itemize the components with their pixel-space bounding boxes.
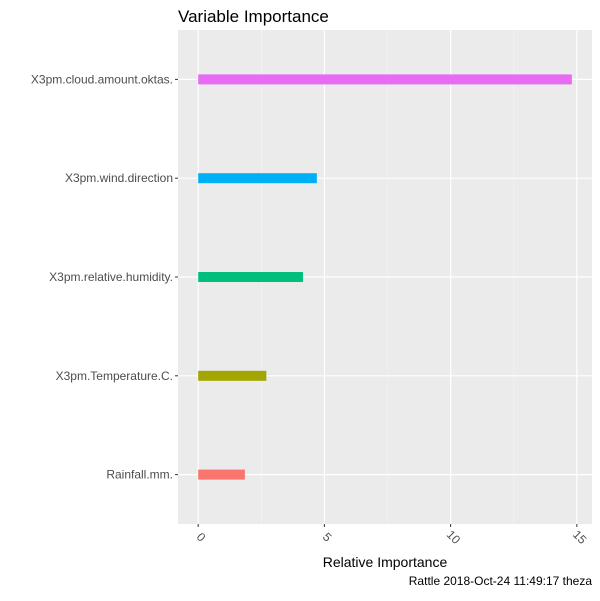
chart-title: Variable Importance <box>178 7 329 26</box>
bar-layer <box>198 74 572 480</box>
y-tick-label: X3pm.Temperature.C. <box>56 369 173 383</box>
y-tick-label: Rainfall.mm. <box>106 468 173 482</box>
bar <box>198 74 572 85</box>
x-tick-label: 5 <box>320 530 335 545</box>
x-axis-title: Relative Importance <box>323 554 448 570</box>
bar <box>198 469 245 480</box>
bar <box>198 173 317 184</box>
y-tick-label: X3pm.cloud.amount.oktas. <box>31 72 173 86</box>
x-tick-label: 10 <box>444 527 464 547</box>
x-axis-ticks: 0 5 10 15 <box>194 524 590 547</box>
chart-caption: Rattle 2018-Oct-24 11:49:17 theza <box>409 574 593 588</box>
x-tick-label: 15 <box>570 527 590 547</box>
bar <box>198 370 267 381</box>
x-tick-label: 0 <box>194 530 209 545</box>
y-tick-label: X3pm.relative.humidity. <box>49 270 173 284</box>
bar <box>198 272 303 282</box>
y-tick-label: X3pm.wind.direction <box>65 171 173 185</box>
y-axis-ticks: Rainfall.mm. X3pm.Temperature.C. X3pm.rela… <box>31 72 178 482</box>
